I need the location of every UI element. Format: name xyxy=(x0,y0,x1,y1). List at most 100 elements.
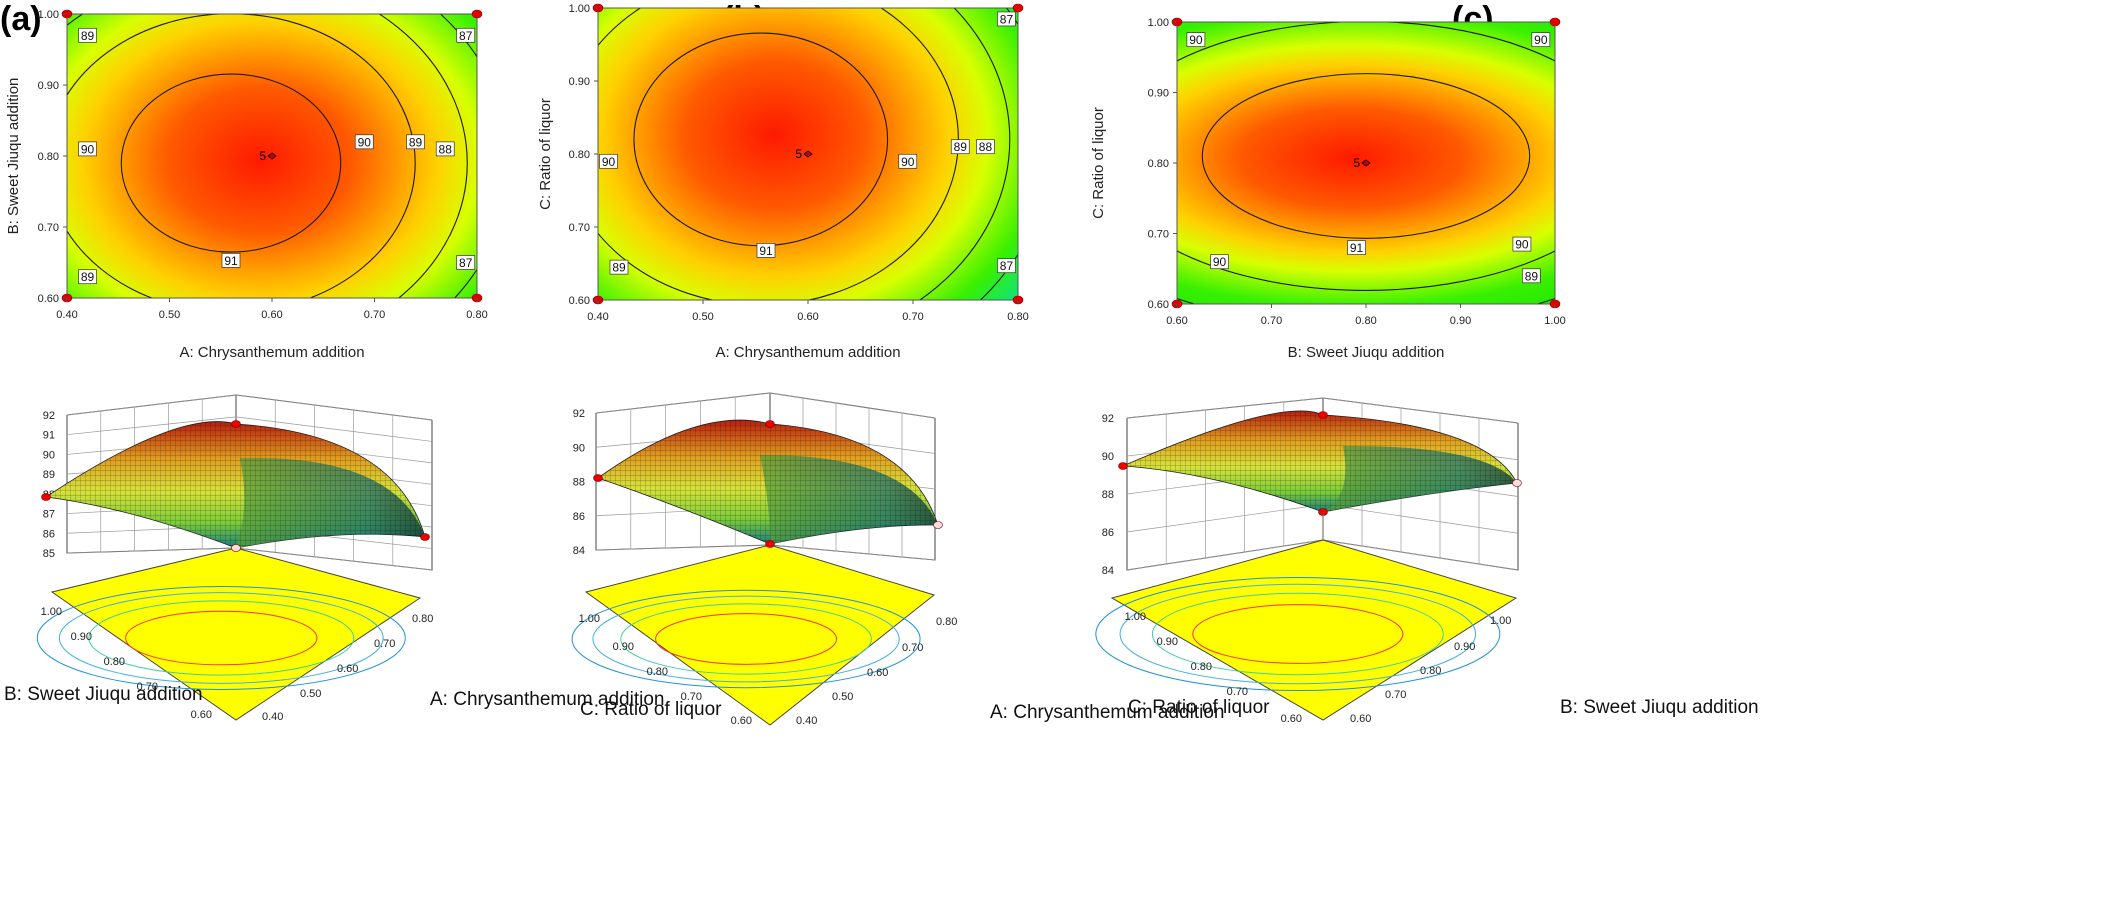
surface-plot-c: 84 86 88 90 92 0.60 0.70 0.80 0.90 1.00 0.60 0.70 0.… xyxy=(1095,397,1759,725)
left-axis-tick-label: 0.70 xyxy=(137,681,158,693)
contour-label-text: 91 xyxy=(224,254,238,268)
y-tick-label: 1.00 xyxy=(569,3,590,15)
x-axis-title: B: Sweet Jiuqu addition xyxy=(1288,344,1445,361)
z-gridline xyxy=(66,394,433,421)
design-point xyxy=(1012,3,1024,13)
left-axis-tick-label: 1.00 xyxy=(1125,611,1146,623)
design-point xyxy=(1549,17,1561,27)
z-tick-label: 89 xyxy=(43,469,55,481)
contour-label-text: 90 xyxy=(1515,238,1529,252)
z-gridline xyxy=(66,416,433,442)
center-point-marker xyxy=(1361,159,1371,167)
y-tick-label: 0.90 xyxy=(38,80,59,92)
contour-line-90 xyxy=(67,14,416,298)
contour-label-text: 90 xyxy=(81,142,95,156)
right-axis-tick-label: 0.80 xyxy=(936,616,957,628)
contour-label-box xyxy=(456,255,476,270)
contour-label-box xyxy=(78,141,97,157)
contour-label-text: 91 xyxy=(1350,241,1364,255)
y-tick-label: 1.00 xyxy=(1148,17,1169,29)
floor-contour-ring xyxy=(88,600,355,676)
right-axis-tick-label: 0.40 xyxy=(262,711,283,723)
left-axis-title: B: Sweet Jiuqu addition xyxy=(4,684,203,705)
floor-contour-ring xyxy=(1151,592,1444,676)
contour-label-box xyxy=(609,259,629,275)
contour-label-text: 87 xyxy=(1000,12,1014,26)
right-axis-tick-label: 1.00 xyxy=(1490,615,1511,627)
z-tick-label: 90 xyxy=(573,442,585,454)
left-axis-tick-label: 0.90 xyxy=(613,641,634,653)
contour-label-box xyxy=(354,134,374,150)
z-tick-label: 91 xyxy=(43,430,55,442)
contour-label-box xyxy=(756,243,776,258)
x-tick-label: 0.50 xyxy=(692,311,713,323)
contour-label-box xyxy=(1347,240,1366,255)
right-axis-tick-label: 0.60 xyxy=(867,667,888,679)
y-tick-label: 0.70 xyxy=(1148,229,1169,241)
y-axis-title: B: Sweet Jiuqu addition xyxy=(5,78,22,235)
left-axis-tick-label: 0.60 xyxy=(191,709,212,721)
contour-label: 88 xyxy=(435,141,455,156)
contour-label-text: 89 xyxy=(409,135,423,149)
right-axis-tick-label: 0.80 xyxy=(1420,665,1441,677)
contour-label-text: 89 xyxy=(81,29,95,43)
contour-label-text: 89 xyxy=(612,261,626,275)
contour-label-text: 90 xyxy=(1189,33,1203,47)
contour-label: 90 xyxy=(78,141,97,157)
contour-label-text: 91 xyxy=(759,244,773,258)
x-tick-label: 0.50 xyxy=(159,309,180,321)
contour-label: 90 xyxy=(1210,254,1229,270)
contour-label-text: 89 xyxy=(954,140,968,154)
left-axis-title: C: Ratio of liquor xyxy=(580,699,722,720)
response-surface-mesh xyxy=(46,421,425,548)
contour-label: 90 xyxy=(354,134,374,150)
right-axis-title: B: Sweet Jiuqu addition xyxy=(1560,697,1759,718)
x-tick-label: 0.90 xyxy=(1450,315,1471,327)
y-axis-title: C: Ratio of liquor xyxy=(537,98,554,210)
contour-label-text: 89 xyxy=(1525,269,1539,283)
z-tick-label: 85 xyxy=(43,548,55,560)
right-axis-tick-label: 0.80 xyxy=(412,613,433,625)
x-tick-label: 0.80 xyxy=(1355,315,1376,327)
surface-design-point xyxy=(765,420,775,428)
surface-design-point xyxy=(231,420,241,428)
floor-contour-ring xyxy=(571,589,921,689)
contour-label-box xyxy=(78,269,97,285)
surface-design-point xyxy=(1512,479,1522,487)
contour-line-89 xyxy=(67,14,468,298)
right-axis-tick-label: 0.50 xyxy=(832,691,853,703)
contour-label: 87 xyxy=(997,258,1016,274)
contour-label-box xyxy=(997,258,1016,274)
contour-label: 89 xyxy=(78,27,97,43)
contour-label-box xyxy=(406,134,425,150)
right-axis-tick-label: 0.70 xyxy=(1385,689,1406,701)
z-tick-label: 88 xyxy=(573,477,585,489)
surface-design-point xyxy=(41,493,51,501)
contour-line-89 xyxy=(598,8,1011,300)
z-tick-label: 92 xyxy=(43,410,55,422)
contour-label-text: 90 xyxy=(1213,255,1227,269)
contour-label: 89 xyxy=(78,269,97,285)
right-axis-tick-label: 0.90 xyxy=(1454,641,1475,653)
floor-contour-ring xyxy=(1192,604,1404,664)
contour-label: 90 xyxy=(1512,236,1532,252)
contour-plot-a: (a) 89 90 89 91 90 89 88 87 87 5 0.40 0.50 0.60 0.70 0… xyxy=(0,0,488,361)
left-axis-tick-label: 1.00 xyxy=(41,606,62,618)
contour-line-91 xyxy=(1201,73,1531,239)
contour-label-box xyxy=(1210,254,1229,270)
contour-label-box xyxy=(976,139,995,155)
contour-label-text: 87 xyxy=(1000,259,1014,273)
floor-contour-ring xyxy=(1119,583,1477,685)
contour-label-text: 90 xyxy=(1534,33,1548,47)
contour-line-91 xyxy=(120,73,342,253)
contour-lines xyxy=(67,14,477,298)
response-surface-mesh xyxy=(1123,410,1517,512)
surface-design-point xyxy=(593,474,603,482)
center-point-label: 5 xyxy=(259,149,266,163)
z-tick-label: 90 xyxy=(1102,451,1114,463)
z-tick-label: 92 xyxy=(573,408,585,420)
z-tick-label: 84 xyxy=(1102,565,1114,577)
contour-label-box xyxy=(221,253,241,268)
right-axis-tick-label: 0.50 xyxy=(300,688,321,700)
